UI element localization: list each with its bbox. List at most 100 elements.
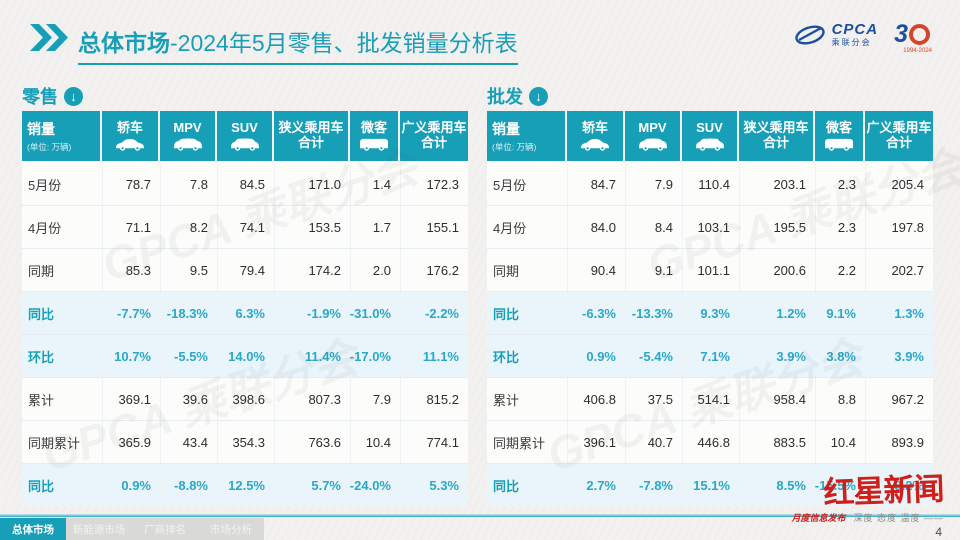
table-cell: 446.8 — [682, 421, 739, 463]
table-cell: -1.9% — [274, 292, 350, 334]
table-cell: -5.4% — [625, 335, 682, 377]
row-label: 累计 — [28, 392, 55, 408]
table-cell: -17.0% — [350, 335, 400, 377]
footer-tab[interactable]: 总体市场 — [0, 518, 66, 540]
table-cell: 197.8 — [865, 206, 933, 248]
table-cell: -15.5% — [815, 464, 865, 506]
footer-tabs: 总体市场 新能源市场 厂商排名 市场分析 — [0, 518, 264, 540]
table-cell: 84.0 — [567, 206, 625, 248]
table-cell: 5.3% — [400, 464, 468, 506]
table-cell: 10.7% — [102, 335, 160, 377]
retail-section-title: 零售 — [22, 87, 58, 107]
table-cell: 74.1 — [217, 206, 274, 248]
column-header: SUV — [217, 111, 274, 161]
table-cell: 2.2 — [815, 249, 865, 291]
table-cell: 176.2 — [400, 249, 468, 291]
row-label: 同比 — [493, 478, 520, 494]
table-cell: 10.4 — [815, 421, 865, 463]
table-cell: 365.9 — [102, 421, 160, 463]
table-cell: -7.8% — [625, 464, 682, 506]
table-cell: 11.4% — [274, 335, 350, 377]
retail-section: 零售 ↓ 销量 (单位: 万辆) 轿车 MPV SUV 狭义乘用车合计 微客 广义乘用车合计 5… — [22, 84, 468, 506]
cpca-acronym: CPCA — [831, 21, 879, 38]
table-cell: -2.2% — [400, 292, 468, 334]
table-cell: 406.8 — [567, 378, 625, 420]
news-logo: 红星新闻 — [823, 471, 945, 512]
page-title-bold: 总体市场 — [78, 30, 170, 56]
table-cell: 110.4 — [682, 163, 739, 205]
row-label: 环比 — [493, 349, 520, 365]
column-header: 微客 — [815, 111, 865, 161]
cpca-swoosh-icon — [794, 24, 825, 45]
table-cell: 37.5 — [625, 378, 682, 420]
table-row: 累计 369.1 39.6 398.6 807.3 7.9 815.2 — [22, 377, 468, 420]
anniversary-30-logo: 3 1994-2024 — [894, 20, 932, 55]
column-header: 狭义乘用车合计 — [739, 111, 815, 161]
table-row: 同比 0.9% -8.8% 12.5% 5.7% -24.0% 5.3% — [22, 463, 468, 506]
table-cell: 200.6 — [739, 249, 815, 291]
minibus-icon — [360, 139, 388, 152]
row-label: 同期累计 — [28, 435, 81, 451]
table-cell: 90.4 — [567, 249, 625, 291]
row-label: 5月份 — [493, 177, 527, 193]
table-cell: 84.7 — [567, 163, 625, 205]
column-header: MPV — [625, 111, 682, 161]
table-cell: 0.9% — [102, 464, 160, 506]
cpca-name: 乘联分会 — [831, 38, 872, 47]
row-label: 4月份 — [28, 220, 62, 236]
table-cell: 3.8% — [815, 335, 865, 377]
table-cell: 14.0% — [217, 335, 274, 377]
column-header: SUV — [682, 111, 739, 161]
sedan-icon — [581, 139, 609, 152]
footer-tab[interactable]: 市场分析 — [198, 518, 264, 540]
table-cell: 815.2 — [400, 378, 468, 420]
table-cell: 40.7 — [625, 421, 682, 463]
row-label: 环比 — [28, 349, 55, 365]
suv-icon — [230, 138, 259, 152]
table-cell: 7.1% — [682, 335, 739, 377]
table-cell: 2.3 — [815, 206, 865, 248]
minibus-icon — [825, 139, 853, 152]
table-header-row: 销量 (单位: 万辆) 轿车 MPV SUV 狭义乘用车合计 微客 广义乘用车合计 — [22, 111, 468, 161]
footer-tab[interactable]: 新能源市场 — [66, 518, 132, 540]
table-cell: 43.4 — [160, 421, 217, 463]
table-cell: 8.2% — [865, 464, 933, 506]
table-row: 4月份 84.0 8.4 103.1 195.5 2.3 197.8 — [487, 205, 933, 248]
column-header: 轿车 — [102, 111, 160, 161]
table-cell: 84.5 — [217, 163, 274, 205]
table-cell: 7.9 — [625, 163, 682, 205]
footer-tab[interactable]: 厂商排名 — [132, 518, 198, 540]
table-cell: 8.5% — [739, 464, 815, 506]
column-header: MPV — [160, 111, 217, 161]
row-label: 同期 — [493, 263, 520, 279]
title-bar: 总体市场-2024年5月零售、批发销量分析表 — [30, 24, 518, 65]
table-cell: 2.7% — [567, 464, 625, 506]
table-cell: 79.4 — [217, 249, 274, 291]
table-cell: 3.9% — [865, 335, 933, 377]
table-cell: 0.9% — [567, 335, 625, 377]
table-row: 同比 -6.3% -13.3% 9.3% 1.2% 9.1% 1.3% — [487, 291, 933, 334]
table-cell: 85.3 — [102, 249, 160, 291]
table-cell: 1.7 — [350, 206, 400, 248]
table-cell: 10.4 — [350, 421, 400, 463]
table-row: 5月份 78.7 7.8 84.5 171.0 1.4 172.3 — [22, 161, 468, 205]
row-label: 同比 — [493, 306, 520, 322]
table-cell: -18.3% — [160, 292, 217, 334]
table-cell: 6.3% — [217, 292, 274, 334]
table-row: 同比 -7.7% -18.3% 6.3% -1.9% -31.0% -2.2% — [22, 291, 468, 334]
row-label: 累计 — [493, 392, 520, 408]
footer-divider — [0, 514, 960, 517]
table-cell: 9.3% — [682, 292, 739, 334]
table-cell: 1.2% — [739, 292, 815, 334]
anniversary-number: 3 — [894, 20, 908, 48]
column-header: 广义乘用车合计 — [400, 111, 468, 161]
table-cell: -13.3% — [625, 292, 682, 334]
news-note: 月度信息发布 — [791, 513, 846, 523]
table-cell: 205.4 — [865, 163, 933, 205]
table-cell: 807.3 — [274, 378, 350, 420]
retail-table: 销量 (单位: 万辆) 轿车 MPV SUV 狭义乘用车合计 微客 广义乘用车合计 5月份 78.… — [22, 111, 468, 506]
news-slogan: 深度 态度 温度 —— — [853, 513, 944, 523]
wholesale-section: 批发 ↓ 销量 (单位: 万辆) 轿车 MPV SUV 狭义乘用车合计 微客 广义乘用车合计 5… — [487, 84, 933, 506]
table-row: 环比 10.7% -5.5% 14.0% 11.4% -17.0% 11.1% — [22, 334, 468, 377]
